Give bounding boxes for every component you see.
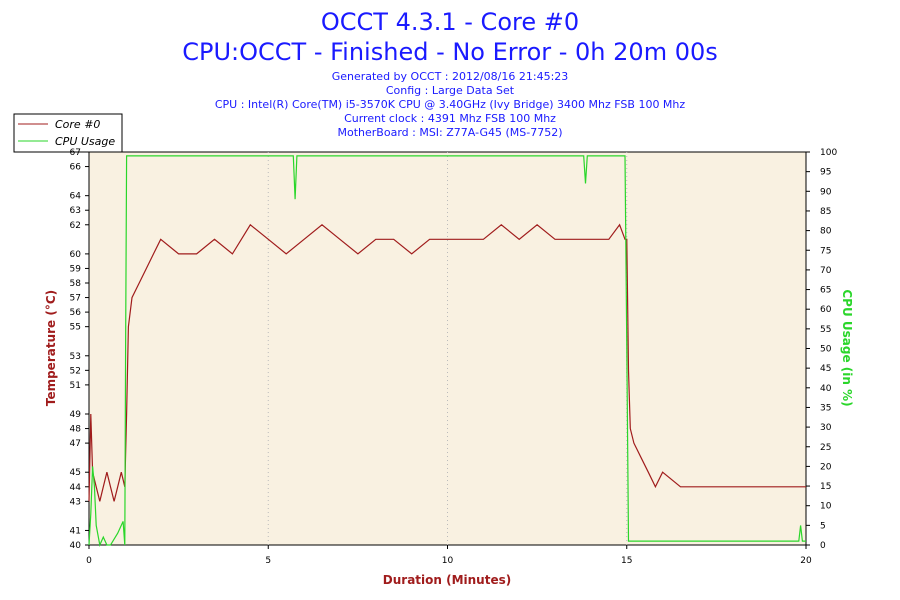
y-axis-right-label: CPU Usage (in %) (840, 289, 854, 406)
y-right-tick-label: 100 (820, 148, 837, 158)
y-right-tick-label: 15 (820, 482, 831, 492)
y-left-tick-label: 62 (70, 221, 81, 231)
y-right-tick-label: 80 (820, 227, 832, 237)
info-cpu: CPU : Intel(R) Core(TM) i5-3570K CPU @ 3… (215, 98, 686, 111)
y-right-tick-label: 10 (820, 502, 832, 512)
y-right-tick-label: 25 (820, 443, 831, 453)
y-left-tick-label: 41 (70, 526, 81, 536)
x-tick-label: 5 (265, 556, 271, 566)
y-left-tick-label: 49 (70, 410, 82, 420)
y-left-tick-label: 45 (70, 468, 81, 478)
series-line-cpu-usage (88, 155, 806, 548)
info-motherboard: MotherBoard : MSI: Z77A-G45 (MS-7752) (338, 126, 563, 139)
x-tick-label: 20 (800, 556, 812, 566)
y-left-tick-label: 56 (70, 308, 82, 318)
y-left-tick-label: 63 (70, 206, 81, 216)
y-right-tick-label: 70 (820, 266, 832, 276)
y-left-tick-label: 51 (70, 381, 81, 391)
y-left-tick-label: 59 (70, 264, 82, 274)
y-right-tick-label: 95 (820, 168, 831, 178)
left-axis-ticks: 40 41 43 44 45 47 48 49 51 52 53 55 56 57 58 59 60 62 63 64… (70, 148, 89, 551)
y-right-tick-label: 30 (820, 423, 832, 433)
legend-label-cpu-usage: CPU Usage (55, 135, 115, 148)
x-tick-label: 15 (621, 556, 632, 566)
chart-title-line2: CPU:OCCT - Finished - No Error - 0h 20m … (182, 38, 718, 66)
x-tick-label: 10 (442, 556, 454, 566)
y-left-tick-label: 53 (70, 352, 81, 362)
legend-box (13, 113, 123, 153)
y-left-tick-label: 55 (70, 323, 81, 333)
series-layer (88, 155, 806, 548)
y-left-tick-label: 44 (70, 483, 82, 493)
y-right-tick-label: 60 (820, 305, 832, 315)
x-axis-label: Duration (Minutes) (383, 573, 511, 587)
legend-label-core0: Core #0 (55, 118, 100, 131)
y-right-tick-label: 55 (820, 325, 831, 335)
info-config: Config : Large Data Set (386, 84, 515, 97)
y-right-tick-label: 50 (820, 345, 832, 355)
y-left-tick-label: 66 (70, 163, 82, 173)
right-axis-ticks: 0 5 10 15 20 25 30 35 40 45 50 55 60 65 70 75 80 85 90 95 10… (806, 148, 837, 551)
y-axis-left-label: Temperature (°C) (44, 290, 58, 406)
info-clock: Current clock : 4391 Mhz FSB 100 Mhz (344, 112, 556, 125)
y-left-tick-label: 58 (70, 279, 82, 289)
legend: Core #0 CPU Usage (13, 113, 123, 153)
y-right-tick-label: 90 (820, 187, 832, 197)
y-left-tick-label: 40 (70, 541, 82, 551)
y-left-tick-label: 48 (70, 425, 82, 435)
y-right-tick-label: 75 (820, 246, 831, 256)
chart-title-line1: OCCT 4.3.1 - Core #0 (321, 8, 579, 36)
y-right-tick-label: 85 (820, 207, 831, 217)
y-right-tick-label: 40 (820, 384, 832, 394)
y-left-tick-label: 52 (70, 366, 81, 376)
y-right-tick-label: 45 (820, 364, 831, 374)
y-right-tick-label: 65 (820, 286, 831, 296)
y-left-tick-label: 67 (70, 148, 81, 158)
x-tick-label: 0 (86, 556, 92, 566)
y-right-tick-label: 35 (820, 403, 831, 413)
y-left-tick-label: 60 (70, 250, 82, 260)
y-left-tick-label: 43 (70, 497, 81, 507)
bottom-axis-ticks: 0 5 10 15 20 (86, 545, 812, 566)
y-right-tick-label: 20 (820, 462, 832, 472)
y-left-tick-label: 47 (70, 439, 81, 449)
y-left-tick-label: 57 (70, 294, 81, 304)
series-line-core-0 (88, 223, 806, 502)
y-right-tick-label: 0 (820, 541, 826, 551)
y-right-tick-label: 5 (820, 521, 826, 531)
info-generated: Generated by OCCT : 2012/08/16 21:45:23 (332, 70, 569, 83)
y-left-tick-label: 64 (70, 192, 82, 202)
